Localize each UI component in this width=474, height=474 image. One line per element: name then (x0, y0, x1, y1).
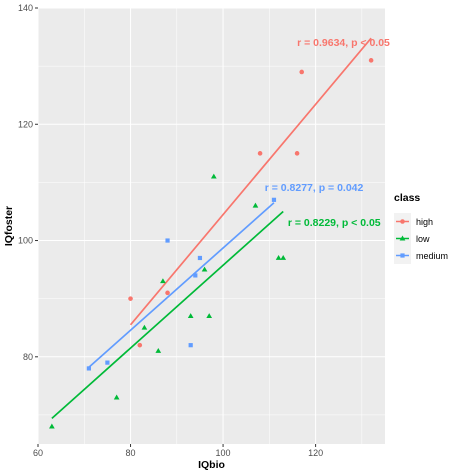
legend-label-high: high (416, 217, 433, 227)
x-tick-label: 100 (216, 448, 231, 458)
data-point-medium (86, 366, 91, 371)
data-point-low (252, 202, 259, 208)
plot-panel (38, 8, 385, 444)
data-point-low (275, 254, 282, 260)
data-point-low (141, 324, 148, 330)
panel-background (38, 8, 385, 444)
data-point-medium (193, 273, 198, 278)
data-points (49, 58, 374, 429)
annotation-high: r = 0.9634, p < 0.05 (297, 37, 390, 49)
data-point-low (160, 278, 166, 284)
x-tick-label: 80 (126, 448, 136, 458)
data-point-high (294, 151, 300, 156)
annotation-low: r = 0.8229, p < 0.05 (288, 217, 381, 229)
data-point-low (201, 266, 208, 272)
data-point-high (128, 296, 133, 301)
legend-marker-high (400, 219, 405, 224)
fit-lines (51, 37, 372, 420)
fit-line-medium (88, 202, 275, 368)
y-tick-label: 100 (18, 236, 33, 246)
data-point-low (113, 394, 120, 400)
legend-marker-low (399, 235, 406, 241)
legend-label-low: low (416, 234, 430, 244)
data-point-low (187, 313, 194, 319)
data-point-medium (197, 255, 203, 261)
grid-lines (37, 7, 385, 444)
y-axis-title: IQfoster (3, 206, 15, 246)
data-point-low (49, 423, 55, 429)
y-tick-label: 140 (18, 3, 33, 13)
data-point-low (280, 254, 287, 260)
y-tick-label: 120 (18, 119, 33, 129)
legend-title: class (394, 192, 420, 204)
fit-line-low (51, 210, 284, 420)
legend-label-medium: medium (416, 251, 448, 261)
fit-line-high (129, 37, 372, 326)
annotations: r = 0.9634, p < 0.05 r = 0.8277, p = 0.04… (265, 37, 390, 229)
legend-marker-medium (400, 253, 405, 258)
data-point-medium (105, 360, 110, 365)
data-point-medium (165, 238, 170, 243)
data-point-high (299, 69, 305, 75)
x-tick-label: 60 (33, 448, 43, 458)
annotation-medium: r = 0.8277, p = 0.042 (265, 182, 364, 194)
axis-ticks: 60 80 100 120 80 100 120 140 (18, 3, 323, 458)
x-axis-title: IQbio (198, 459, 225, 471)
data-point-high (165, 290, 170, 296)
data-point-medium (188, 343, 193, 348)
y-tick-label: 80 (23, 352, 33, 362)
x-tick-label: 120 (308, 448, 323, 458)
data-point-low (155, 347, 162, 353)
data-point-low (210, 173, 217, 179)
data-point-medium (271, 197, 277, 202)
data-point-high (368, 58, 374, 63)
data-point-low (206, 313, 213, 319)
legend: class high low medium (394, 192, 448, 264)
data-point-high (257, 151, 263, 156)
data-point-high (137, 342, 143, 348)
